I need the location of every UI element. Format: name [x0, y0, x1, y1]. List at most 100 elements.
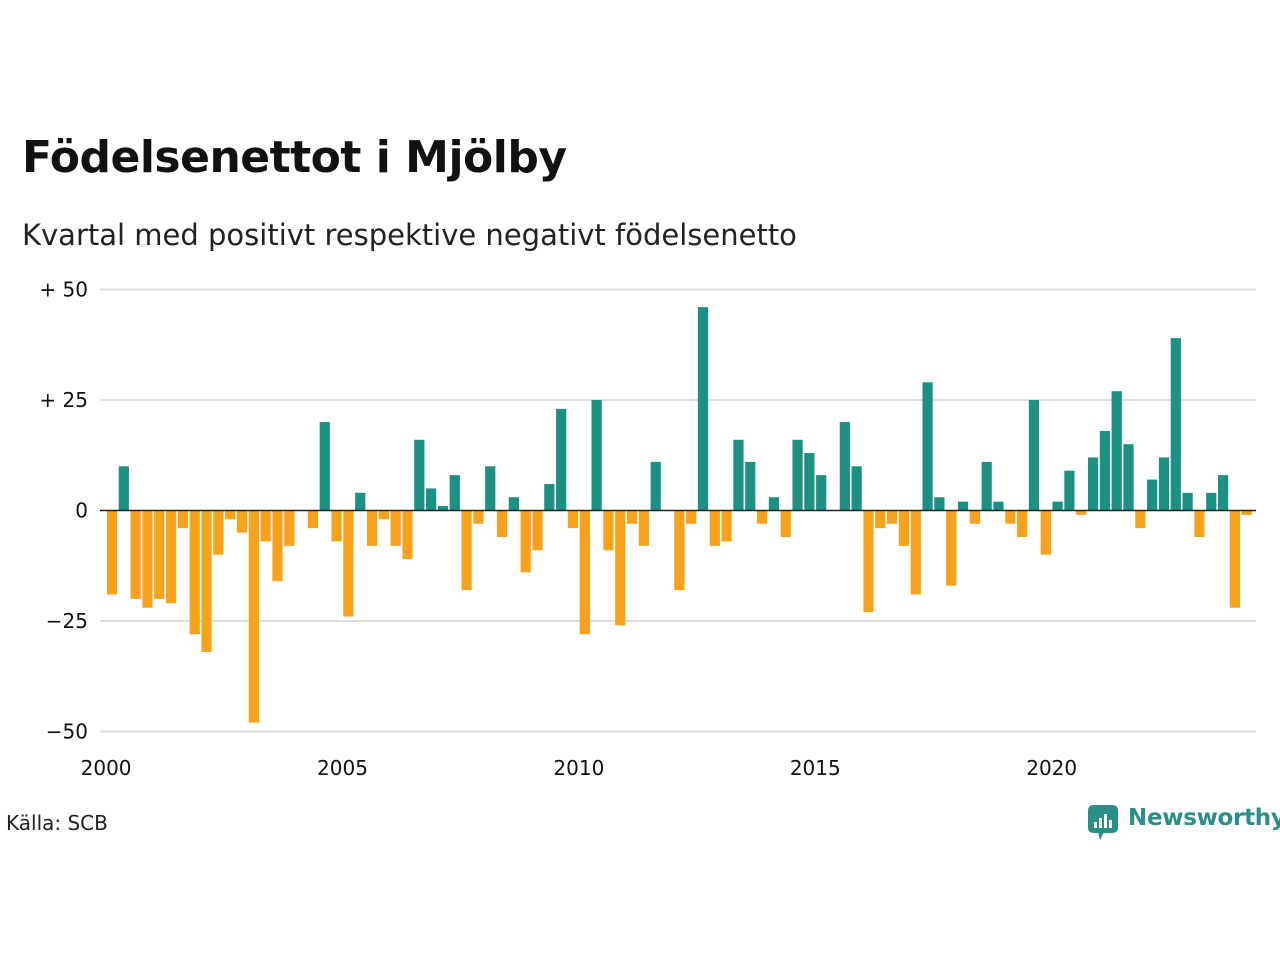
- bar: [402, 510, 413, 560]
- bar: [1206, 492, 1217, 511]
- bar: [272, 510, 283, 582]
- x-tick-labels: 2000 2005 2010 2015 2020: [81, 756, 1078, 780]
- bar: [721, 510, 732, 542]
- y-tick-labels: + 50 + 25 0 −25 −50: [39, 278, 88, 744]
- bar: [934, 497, 945, 511]
- bar: [1217, 475, 1229, 511]
- bar: [1241, 510, 1252, 515]
- bar: [638, 510, 649, 546]
- bar: [248, 510, 259, 723]
- bar: [1194, 510, 1205, 538]
- bar: [733, 439, 744, 511]
- bar: [213, 510, 224, 555]
- bar: [485, 466, 496, 511]
- bar: [875, 510, 886, 529]
- bar: [1099, 430, 1110, 511]
- bar: [437, 506, 449, 511]
- bar: [1147, 479, 1158, 511]
- bar: [544, 483, 555, 511]
- bar: [887, 510, 898, 524]
- bar: [615, 510, 626, 626]
- bar: [390, 510, 401, 546]
- bar: [650, 461, 661, 511]
- bar: [768, 497, 780, 511]
- y-tick-label: −50: [46, 720, 88, 744]
- bar: [473, 510, 484, 524]
- bar: [130, 510, 141, 599]
- bar: [307, 510, 319, 529]
- bar: [626, 510, 638, 524]
- bar: [225, 510, 236, 520]
- bar: [355, 492, 366, 511]
- x-tick-label: 2010: [553, 756, 604, 780]
- newsworthy-logo-text: Newsworthy: [1128, 805, 1280, 831]
- bar: [1005, 510, 1016, 524]
- bar: [414, 439, 425, 511]
- bar: [567, 510, 579, 529]
- bar: [946, 510, 957, 586]
- bar: [851, 466, 862, 511]
- source-note: Källa: SCB: [6, 811, 108, 835]
- bar: [792, 439, 803, 511]
- bar: [260, 510, 271, 542]
- x-tick-label: 2000: [81, 756, 132, 780]
- bar: [957, 501, 969, 511]
- bar: [922, 382, 933, 511]
- bar: [816, 475, 827, 511]
- bar: [1076, 510, 1087, 515]
- grid-lines: [100, 288, 1256, 733]
- bar: [674, 510, 685, 591]
- bar: [556, 408, 567, 511]
- chart-subtitle: Kvartal med positivt respektive negativt…: [22, 218, 797, 252]
- bar: [745, 461, 756, 511]
- bar: [686, 510, 697, 524]
- bar: [118, 466, 129, 511]
- bar: [366, 510, 378, 546]
- bar: [1028, 400, 1040, 511]
- bar-chart: + 50 + 25 0 −25 −50 2000 2005 2010 2015 2020: [39, 278, 1256, 780]
- bar: [757, 510, 768, 524]
- bar: [981, 461, 992, 511]
- bar: [603, 510, 614, 551]
- bar: [449, 475, 460, 511]
- bar: [1017, 510, 1028, 538]
- bar: [236, 510, 248, 533]
- bar: [863, 510, 874, 613]
- x-tick-label: 2005: [317, 756, 368, 780]
- bar: [189, 510, 200, 635]
- bar: [142, 510, 153, 608]
- bar: [1040, 510, 1051, 555]
- bar: [709, 510, 720, 546]
- newsworthy-logo-icon: [1088, 805, 1118, 840]
- bar: [508, 497, 519, 511]
- y-tick-label: + 50: [39, 278, 88, 302]
- bar: [1182, 492, 1193, 511]
- bar: [804, 453, 815, 511]
- y-tick-label: −25: [46, 609, 88, 633]
- bar: [898, 510, 910, 546]
- bar: [697, 307, 709, 511]
- bar: [1052, 501, 1063, 511]
- bar: [910, 510, 921, 595]
- bar: [1158, 457, 1170, 511]
- bar: [780, 510, 791, 538]
- bar: [1170, 338, 1181, 511]
- bar: [378, 510, 389, 520]
- bar: [579, 510, 590, 635]
- bar: [426, 488, 437, 511]
- bar: [154, 510, 165, 599]
- bar: [839, 422, 850, 511]
- bar: [284, 510, 295, 546]
- bar: [106, 510, 118, 595]
- bar: [993, 501, 1004, 511]
- bar: [532, 510, 543, 551]
- bar: [1229, 510, 1240, 608]
- bar: [177, 510, 189, 529]
- bar: [520, 510, 531, 573]
- bar: [496, 510, 508, 538]
- bar: [1111, 391, 1122, 511]
- bar: [166, 510, 177, 604]
- bar: [591, 400, 602, 511]
- x-tick-label: 2015: [790, 756, 841, 780]
- bar: [1123, 444, 1134, 511]
